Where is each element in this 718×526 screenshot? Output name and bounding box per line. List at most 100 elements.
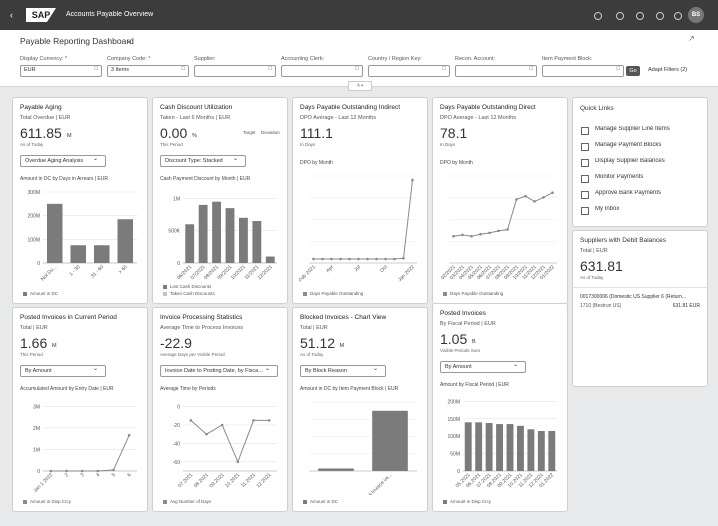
dropdown[interactable]: By Block Reason <box>300 365 386 377</box>
chart: 050M100M150M200M05.202106.202107.202108.… <box>447 399 557 489</box>
kpi-unit: B <box>472 339 476 345</box>
collapse-header[interactable]: ˄ • <box>348 81 372 91</box>
card-title[interactable]: Days Payable Outstanding Direct <box>440 104 536 111</box>
filter-input[interactable]: □ <box>542 65 624 77</box>
point <box>96 469 100 473</box>
kpi-unit: % <box>192 133 197 139</box>
quick-link[interactable]: Monitor Payments <box>595 174 644 180</box>
value-help-icon: □ <box>529 66 533 72</box>
x-tick-label: Jan 1 2022 <box>33 472 55 494</box>
list-item-name[interactable]: 0017300006 (Domestic US Supplier 6 (Retu… <box>580 294 687 300</box>
y-tick-label: 0 <box>177 261 180 267</box>
line <box>190 419 270 464</box>
share-icon[interactable]: ↗ <box>688 34 695 43</box>
card-subtitle: Total | EUR <box>580 248 608 254</box>
y-tick-label: -60 <box>173 460 180 466</box>
filter-input[interactable]: □ <box>281 65 363 77</box>
line <box>453 192 553 237</box>
value-help-icon: □ <box>616 66 620 72</box>
quick-link[interactable]: Manage Payment Blocks <box>595 142 662 148</box>
x-tick-label: 3 <box>79 472 85 478</box>
y-tick-label: -20 <box>173 423 180 429</box>
kpi-note: In Days <box>440 142 456 147</box>
dropdown[interactable]: Invoice Date to Posting Date, by Fisca..… <box>160 365 278 377</box>
point <box>348 257 351 261</box>
adapt-filters[interactable]: Adapt Filters (2) <box>648 67 688 73</box>
x-tick-label: 6 <box>126 472 132 478</box>
legend-swatch <box>443 500 447 504</box>
card-title[interactable]: Cash Discount Utilization <box>160 104 233 111</box>
point <box>339 257 342 261</box>
logo[interactable]: SAP <box>26 8 56 22</box>
filter-input[interactable]: □ <box>368 65 450 77</box>
dropdown[interactable]: Overdue Aging Analysis <box>20 155 106 167</box>
grid-icon[interactable] <box>674 12 682 20</box>
point <box>375 257 378 261</box>
point <box>461 233 464 237</box>
bar <box>475 422 483 471</box>
y-tick-label: 0 <box>37 261 40 267</box>
bar <box>212 201 222 263</box>
x-tick-label: 11.2021 <box>240 472 257 489</box>
chart-area: Feb 2021 Apr Jul Oct Jan 2022 <box>293 170 427 289</box>
point <box>524 194 527 198</box>
card-title[interactable]: Payable Aging <box>20 104 62 111</box>
back-button[interactable]: ‹ <box>10 10 13 20</box>
card-title[interactable]: Posted Invoices <box>440 310 486 317</box>
legend-label: Amount in DC <box>30 291 59 296</box>
chart: A Invoice ve... <box>309 401 417 495</box>
variant-arrow[interactable]: ⌄ <box>126 36 133 45</box>
avatar[interactable]: BS <box>688 7 704 23</box>
point <box>220 423 224 427</box>
card: Blocked Invoices - Chart View Total | EUR… <box>292 307 428 512</box>
filter-label: Recon. Account: <box>455 56 496 62</box>
quick-link[interactable]: My Inbox <box>595 206 620 212</box>
filter-label: Supplier: <box>194 56 216 62</box>
filter-input[interactable]: □ <box>194 65 276 77</box>
kpi-unit: M <box>67 133 72 139</box>
dropdown[interactable]: By Amount <box>20 365 106 377</box>
card-title[interactable]: Posted Invoices in Current Period <box>20 314 117 321</box>
page-title[interactable]: Payable Reporting Dashboard <box>20 36 134 46</box>
link-icon <box>581 207 589 215</box>
card: Posted Invoices in Current Period Total |… <box>12 307 148 512</box>
quick-link[interactable]: Manage Supplier Line Items <box>595 126 670 132</box>
y-tick-label: 0 <box>37 469 40 475</box>
kpi-note: As of Today <box>20 142 44 147</box>
search-icon[interactable] <box>594 12 602 20</box>
y-tick-label: 100M <box>447 434 460 440</box>
app-title[interactable]: Accounts Payable Overview <box>66 11 154 18</box>
bar <box>537 431 545 471</box>
dropdown[interactable]: By Amount <box>440 361 526 373</box>
point <box>384 257 387 261</box>
x-tick-label: Oct <box>379 264 389 274</box>
shell-bar <box>0 0 718 30</box>
kpi-value: 51.12 <box>300 335 336 351</box>
y-tick-label: 0 <box>177 405 180 411</box>
card-title[interactable]: Days Payable Outstanding Indirect <box>300 104 401 111</box>
dropdown[interactable]: Discount Type: Stacked <box>160 155 246 167</box>
point <box>393 257 396 261</box>
filter-input[interactable]: EUR □ <box>20 65 102 77</box>
x-tick-label: 12.2021 <box>256 472 273 489</box>
dropdown-arrow: ⌄ <box>233 156 239 162</box>
bar <box>93 245 110 263</box>
filter-input[interactable]: 3 Items □ <box>107 65 189 77</box>
card-title[interactable]: Suppliers with Debit Balances <box>580 237 666 244</box>
quick-link[interactable]: Display Supplier Balances <box>595 158 665 164</box>
value-help-icon: □ <box>94 66 98 72</box>
go-button[interactable]: Go <box>626 66 640 76</box>
y-tick-label: -40 <box>173 441 180 447</box>
y-tick-label: 150M <box>447 417 460 423</box>
icon[interactable] <box>616 12 624 20</box>
filter-input[interactable]: □ <box>455 65 537 77</box>
quick-link[interactable]: Approve Bank Payments <box>595 190 662 196</box>
notification-icon[interactable] <box>656 12 664 20</box>
point <box>357 257 360 261</box>
kpi-unit: M <box>52 343 57 349</box>
card-title[interactable]: Invoice Processing Statistics <box>160 314 243 321</box>
point <box>112 468 115 472</box>
card-title[interactable]: Blocked Invoices - Chart View <box>300 314 387 321</box>
filter-label: Company Code: * <box>107 56 151 62</box>
help-icon[interactable] <box>636 12 644 20</box>
